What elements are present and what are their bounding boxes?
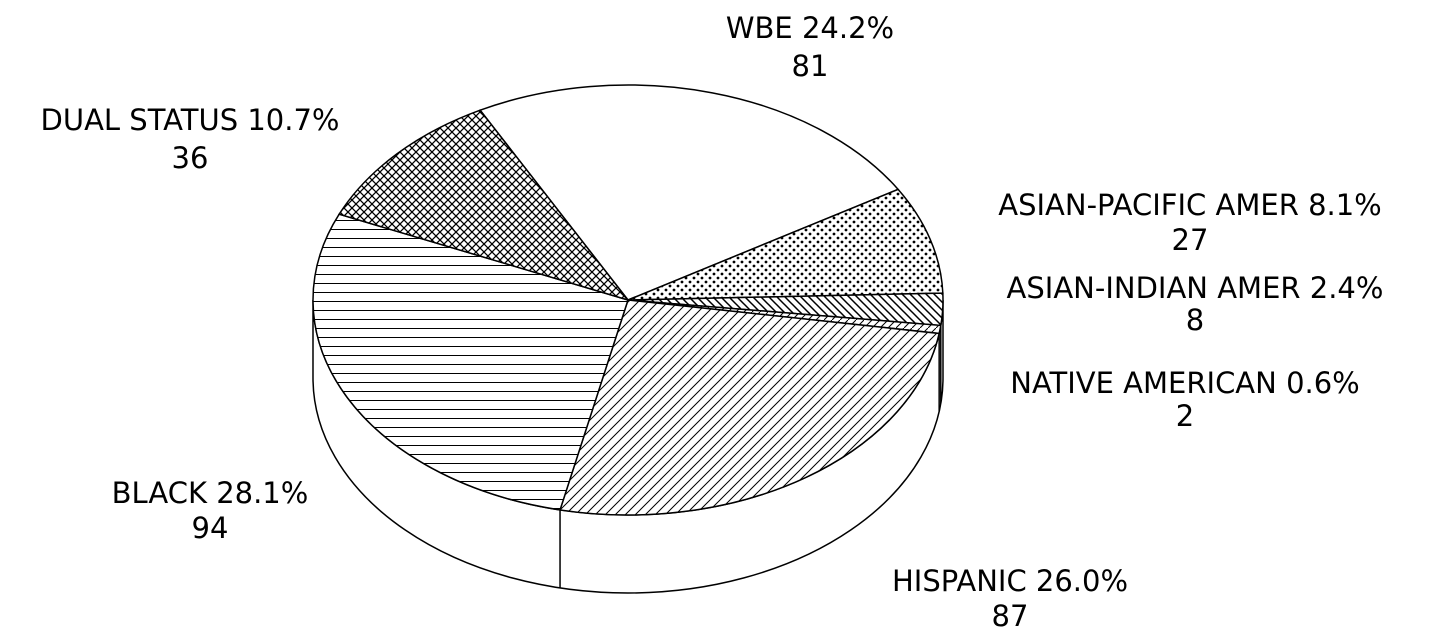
count: 27	[1172, 223, 1209, 257]
label: NATIVE AMERICAN 0.6%	[1010, 366, 1360, 400]
pie	[312, 84, 944, 594]
pie-slice	[312, 213, 629, 511]
label: ASIAN-INDIAN AMER 2.4%	[1007, 271, 1384, 305]
label: WBE 24.2%	[726, 11, 894, 45]
count: 8	[1186, 303, 1204, 337]
count: 94	[192, 511, 229, 545]
percent: 26.0%	[1036, 564, 1128, 598]
percent: 24.2%	[802, 11, 894, 45]
percent: 28.1%	[216, 476, 308, 510]
label: ASIAN-PACIFIC AMER 8.1%	[998, 188, 1382, 222]
label: HISPANIC 26.0%	[892, 564, 1128, 598]
count: 87	[992, 599, 1029, 631]
label: BLACK 28.1%	[112, 476, 309, 510]
count: 81	[792, 49, 829, 83]
category: HISPANIC	[892, 564, 1027, 598]
percent: 2.4%	[1310, 271, 1384, 305]
category: NATIVE AMERICAN	[1010, 366, 1277, 400]
category: WBE	[726, 11, 793, 45]
count: 36	[172, 141, 209, 175]
category: ASIAN-PACIFIC AMER	[998, 188, 1299, 222]
percent: 10.7%	[247, 103, 339, 137]
pie-slice	[478, 84, 900, 301]
pie-slice	[559, 299, 941, 516]
category: BLACK	[112, 476, 208, 510]
pie-slice	[337, 109, 631, 302]
pie-slice	[627, 188, 944, 301]
percent: 0.6%	[1286, 366, 1360, 400]
percent: 8.1%	[1308, 188, 1382, 222]
label: DUAL STATUS 10.7%	[41, 103, 340, 137]
category: DUAL STATUS	[41, 103, 239, 137]
count: 2	[1176, 399, 1194, 433]
category: ASIAN-INDIAN AMER	[1007, 271, 1301, 305]
